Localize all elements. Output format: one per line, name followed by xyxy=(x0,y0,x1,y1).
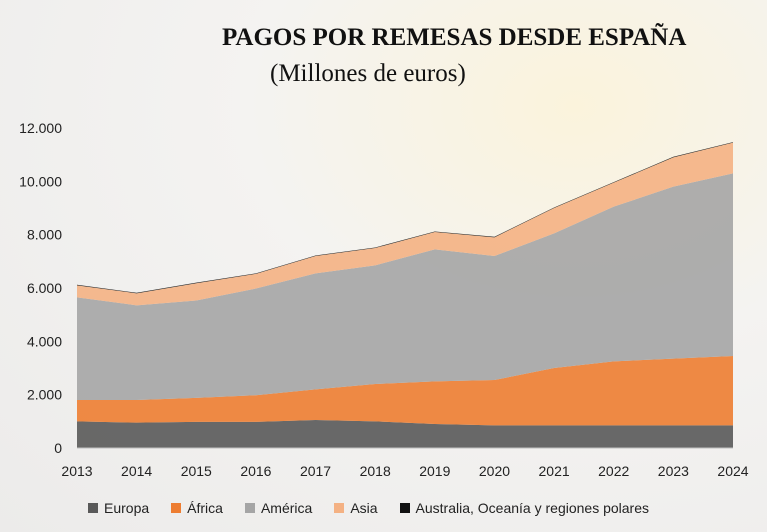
legend-label: África xyxy=(187,500,223,516)
x-tick-label: 2020 xyxy=(479,463,510,479)
legend-swatch xyxy=(171,503,182,513)
x-tick-labels: 2013 2014 2015 2016 2017 2018 2019 2020 2021 2022… xyxy=(61,463,748,479)
x-tick-label: 2017 xyxy=(300,463,331,479)
legend-item: Europa xyxy=(88,500,149,516)
y-tick-label: 0 xyxy=(54,440,62,456)
area-series-group xyxy=(77,142,733,448)
x-tick-label: 2024 xyxy=(717,463,748,479)
x-tick-label: 2015 xyxy=(181,463,212,479)
y-tick-label: 6.000 xyxy=(27,280,62,296)
chart-subtitle: (Millones de euros) xyxy=(270,60,466,87)
legend-swatch xyxy=(334,503,345,513)
x-tick-label: 2023 xyxy=(658,463,689,479)
legend-swatch xyxy=(88,503,98,513)
legend: Europa África América Asia Australia, Oceaní… xyxy=(88,500,649,516)
legend-swatch xyxy=(399,503,410,513)
legend-item: América xyxy=(244,500,313,516)
x-tick-label: 2022 xyxy=(598,463,629,479)
x-tick-label: 2018 xyxy=(360,463,391,479)
y-tick-label: 8.000 xyxy=(27,227,62,243)
legend-label: América xyxy=(260,500,313,516)
x-tick-label: 2014 xyxy=(121,463,152,479)
legend-label: Asia xyxy=(350,500,378,516)
y-tick-label: 4.000 xyxy=(27,333,62,349)
y-tick-label: 10.000 xyxy=(19,173,62,189)
legend-label: Europa xyxy=(104,500,150,516)
y-tick-labels: 0 2.000 4.000 6.000 8.000 10.000 12.000 xyxy=(19,120,62,456)
x-tick-label: 2016 xyxy=(240,463,271,479)
area-series-2 xyxy=(77,173,733,400)
legend-item: África xyxy=(171,500,223,516)
legend-swatch xyxy=(244,503,255,513)
legend-label: Australia, Oceanía y regiones polares xyxy=(415,500,650,516)
area-series-1 xyxy=(77,356,733,426)
area-series-0 xyxy=(77,420,733,448)
x-tick-label: 2021 xyxy=(539,463,570,479)
y-tick-label: 12.000 xyxy=(19,120,62,136)
y-tick-label: 2.000 xyxy=(27,387,62,403)
x-tick-label: 2013 xyxy=(61,463,92,479)
legend-item: Australia, Oceanía y regiones polares xyxy=(399,500,650,516)
chart-title: PAGOS POR REMESAS DESDE ESPAÑA xyxy=(222,24,687,51)
x-tick-label: 2019 xyxy=(419,463,450,479)
legend-item: Asia xyxy=(334,500,378,516)
